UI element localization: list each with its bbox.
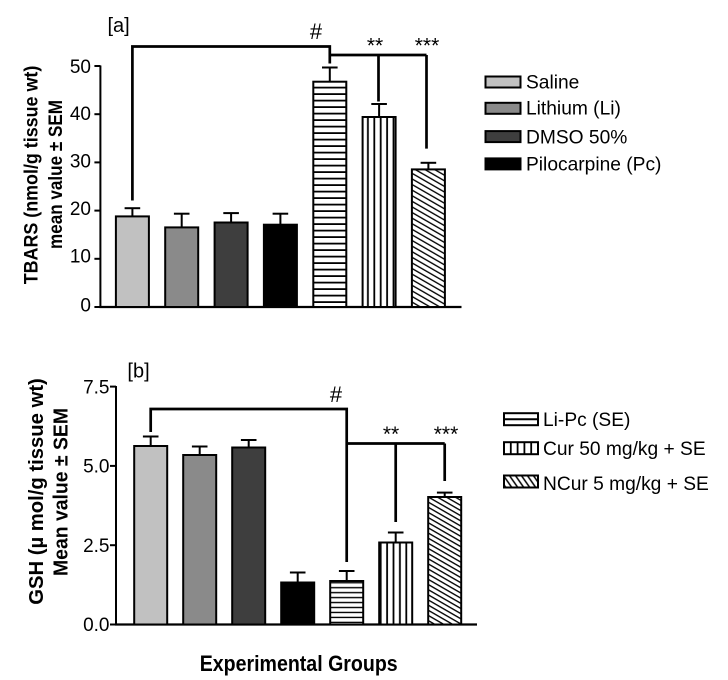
svg-text:5.0: 5.0 <box>83 457 109 478</box>
svg-text:20: 20 <box>70 199 91 220</box>
svg-text:[b]: [b] <box>127 361 149 383</box>
svg-text:NCur 5 mg/kg + SE: NCur 5 mg/kg + SE <box>543 474 709 495</box>
svg-text:30: 30 <box>70 152 91 173</box>
svg-text:Experimental Groups: Experimental Groups <box>200 651 398 676</box>
svg-text:***: *** <box>434 423 459 446</box>
svg-text:#: # <box>330 382 343 407</box>
svg-text:Saline: Saline <box>526 73 579 94</box>
svg-text:7.5: 7.5 <box>83 377 109 398</box>
svg-text:TBARS (nmol/g tissue wt): TBARS (nmol/g tissue wt) <box>21 66 43 285</box>
svg-text:Mean value ± SEM: Mean value ± SEM <box>51 408 73 576</box>
svg-text:DMSO 50%: DMSO 50% <box>526 127 627 148</box>
svg-text:Cur 50 mg/kg + SE: Cur 50 mg/kg + SE <box>543 439 706 460</box>
svg-text:**: ** <box>367 35 383 58</box>
svg-text:0.0: 0.0 <box>83 615 109 636</box>
svg-text:2.5: 2.5 <box>83 536 109 557</box>
svg-text:0: 0 <box>80 296 91 317</box>
svg-text:Li-Pc (SE): Li-Pc (SE) <box>543 410 630 431</box>
svg-text:mean value ± SEM: mean value ± SEM <box>45 100 67 249</box>
svg-text:50: 50 <box>70 57 91 78</box>
svg-text:Pilocarpine (Pc): Pilocarpine (Pc) <box>526 155 661 176</box>
svg-text:**: ** <box>383 423 399 446</box>
svg-text:40: 40 <box>70 104 91 125</box>
svg-text:***: *** <box>415 35 440 58</box>
svg-text:#: # <box>310 19 323 44</box>
svg-text:10: 10 <box>70 247 91 268</box>
svg-text:[a]: [a] <box>108 15 130 37</box>
svg-text:Lithium (Li): Lithium (Li) <box>526 98 621 119</box>
svg-text:GSH (µ mol/g tissue wt): GSH (µ mol/g tissue wt) <box>26 378 48 605</box>
